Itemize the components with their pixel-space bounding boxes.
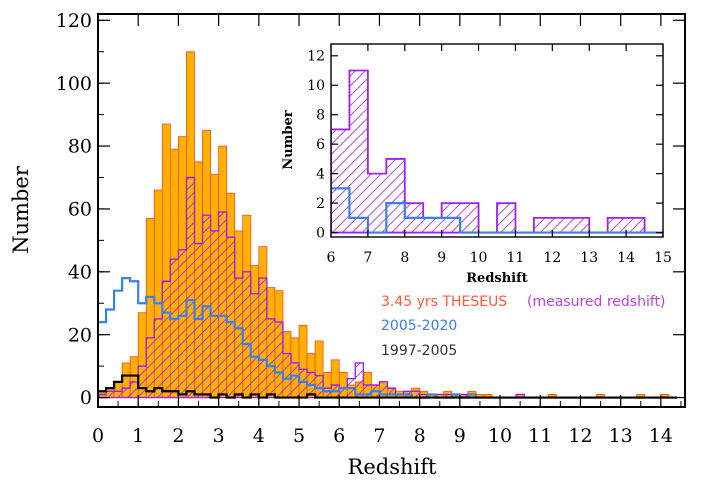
x-tick-label: 2 — [172, 425, 184, 447]
inset-plot-frame — [330, 43, 664, 238]
x-tick-label: 14 — [649, 425, 673, 447]
y-tick-label: 4 — [316, 167, 325, 183]
x-tick-label: 0 — [92, 425, 104, 447]
legend-1997-2005: 1997-2005 — [381, 343, 457, 359]
y-tick-label: 40 — [68, 261, 92, 283]
x-tick-label: 8 — [414, 425, 426, 447]
y-tick-label: 8 — [316, 108, 325, 124]
legend-measured: (measured redshift) — [527, 294, 666, 310]
y-axis-label: Number — [9, 165, 33, 254]
x-tick-label: 8 — [400, 250, 409, 266]
main-plot-frame — [97, 13, 686, 408]
x-tick-label: 10 — [470, 250, 488, 266]
legend: 3.45 yrs THESEUS (measured redshift) 200… — [381, 294, 666, 359]
x-tick-label: 12 — [568, 425, 592, 447]
x-axis-label: Redshift — [348, 455, 437, 479]
x-tick-label: 12 — [543, 250, 561, 266]
series-line-1997-2005 — [98, 374, 677, 399]
x-tick-label: 3 — [213, 425, 225, 447]
x-tick-label: 11 — [507, 250, 525, 266]
y-tick-label: 120 — [56, 10, 92, 32]
inset-axis-ticks — [330, 44, 664, 237]
legend-2005-2020: 2005-2020 — [381, 318, 457, 334]
main-plot — [98, 51, 677, 399]
y-tick-label: 100 — [56, 73, 92, 95]
y-tick-label: 6 — [316, 137, 325, 153]
x-tick-label: 7 — [363, 250, 372, 266]
y-tick-label: 60 — [68, 199, 92, 221]
x-tick-label: 9 — [454, 425, 466, 447]
inset-x-axis-label: Redshift — [466, 271, 527, 286]
legend-theseus: 3.45 yrs THESEUS — [381, 294, 507, 310]
x-tick-label: 5 — [293, 425, 305, 447]
y-tick-label: 10 — [307, 78, 325, 94]
inset-tick-labels: 6 7 8 9 10 11 12 13 14 15 0 2 4 6 8 10 12 — [307, 49, 672, 266]
y-tick-label: 0 — [316, 225, 325, 241]
x-tick-label: 4 — [253, 425, 265, 447]
y-tick-label: 2 — [316, 196, 325, 212]
x-tick-label: 6 — [333, 425, 345, 447]
x-tick-label: 7 — [373, 425, 385, 447]
x-tick-label: 15 — [654, 250, 672, 266]
y-tick-label: 80 — [68, 136, 92, 158]
x-tick-label: 14 — [617, 250, 635, 266]
y-tick-label: 20 — [68, 324, 92, 346]
x-tick-label: 10 — [488, 425, 512, 447]
x-tick-label: 13 — [609, 425, 633, 447]
main-step-lines-layer — [98, 276, 677, 399]
x-tick-label: 9 — [437, 250, 446, 266]
x-tick-label: 1 — [132, 425, 144, 447]
inset-y-axis-label: Number — [281, 110, 296, 169]
y-tick-label: 12 — [307, 49, 325, 65]
x-tick-label: 13 — [580, 250, 598, 266]
x-tick-label: 11 — [528, 425, 552, 447]
main-axis-ticks — [97, 14, 685, 407]
x-tick-label: 6 — [327, 250, 336, 266]
y-tick-label: 0 — [80, 387, 92, 409]
